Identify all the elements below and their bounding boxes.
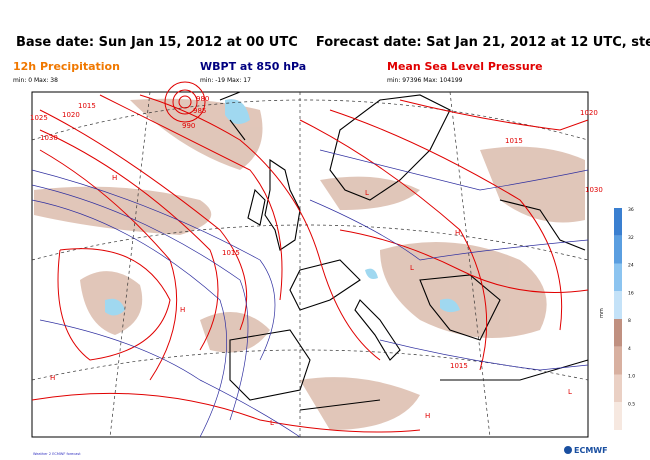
coastlines xyxy=(219,91,589,411)
contour-label: 980 xyxy=(196,95,209,103)
contour-label: 990 xyxy=(182,122,195,130)
contour-label: 1025 xyxy=(30,114,48,122)
contour-label: 1030 xyxy=(585,186,603,194)
logo-icon xyxy=(564,446,572,454)
colorbar-swatch xyxy=(614,319,622,347)
colorbar-label: 24 xyxy=(628,263,634,269)
colorbar-swatch xyxy=(614,402,622,430)
contour-label: 1015 xyxy=(505,137,523,145)
colorbar-label: 0.5 xyxy=(628,401,635,407)
contour-label: 1015 xyxy=(450,362,468,370)
wbpt-contours xyxy=(31,149,589,438)
contour-label: 1020 xyxy=(580,109,598,117)
contour-label: 1015 xyxy=(222,249,240,257)
colorbar-label: 8 xyxy=(628,318,631,324)
colorbar: 36 32 24 16 8 4 1.0 0.5 xyxy=(614,207,635,430)
contour-label: 1015 xyxy=(78,102,96,110)
colorbar-label: 36 xyxy=(628,207,634,213)
colorbar-unit: mm xyxy=(599,308,605,318)
legend-range: min: -19 Max: 17 xyxy=(200,77,251,84)
colorbar-swatch xyxy=(614,374,622,403)
precip-areas xyxy=(34,98,585,430)
contour-label: 1020 xyxy=(62,111,80,119)
title: Base date: Sun Jan 15, 2012 at 00 UTC Fo… xyxy=(16,35,650,50)
contour-label: H xyxy=(180,306,185,314)
precip-heavy xyxy=(105,99,460,316)
contour-label: L xyxy=(365,189,369,197)
contour-label: L xyxy=(270,419,274,427)
legend-title: WBPT at 850 hPa xyxy=(200,60,307,73)
contour-label: 985 xyxy=(193,107,206,115)
contour-label: L xyxy=(568,388,572,396)
footer-credit: Weather 2 ECMWF forecast xyxy=(33,452,81,456)
contour-label: H xyxy=(50,374,55,382)
colorbar-swatch xyxy=(614,208,622,236)
colorbar-label: 16 xyxy=(628,290,634,296)
colorbar-label: 4 xyxy=(628,346,631,352)
colorbar-swatch xyxy=(614,263,622,292)
logo: ECMWF xyxy=(574,446,608,455)
isobars xyxy=(31,81,589,433)
contour-label: H xyxy=(455,229,460,237)
colorbar-swatch xyxy=(614,291,622,319)
contour-labels: 1015102010301025980985990101510301015102… xyxy=(30,95,603,427)
contour-label: H xyxy=(425,412,430,420)
colorbar-swatch xyxy=(614,235,622,264)
contour-label: 1030 xyxy=(40,134,58,142)
colorbar-label: 1.0 xyxy=(628,374,635,380)
legend-range: min: 97396 Max: 104199 xyxy=(387,77,463,84)
legend-title: 12h Precipitation xyxy=(13,60,120,73)
legend-range: min: 0 Max: 38 xyxy=(13,77,58,84)
legend-title: Mean Sea Level Pressure xyxy=(387,60,543,73)
colorbar-label: 32 xyxy=(628,235,634,241)
graticule xyxy=(31,91,589,438)
colorbar-swatch xyxy=(614,346,622,375)
contour-label: H xyxy=(112,174,117,182)
contour-label: L xyxy=(410,264,414,272)
